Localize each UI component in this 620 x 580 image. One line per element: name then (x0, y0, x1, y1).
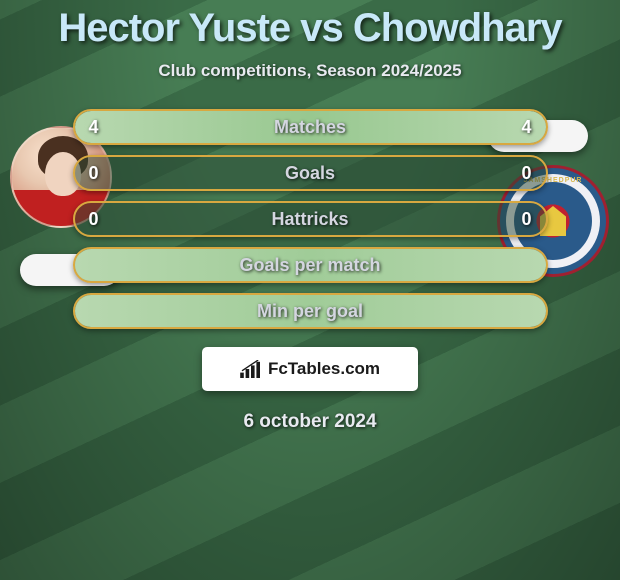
stat-value-right: 4 (521, 117, 531, 138)
stat-row: Min per goal (73, 293, 548, 329)
comparison-title: Hector Yuste vs Chowdhary (0, 0, 620, 51)
date-label: 6 october 2024 (0, 411, 620, 433)
stat-label: Matches (274, 117, 346, 138)
branding-card: FcTables.com (202, 347, 418, 391)
stat-row: 0 Hattricks 0 (73, 201, 548, 237)
stat-label: Goals (285, 163, 335, 184)
stat-row: Goals per match (73, 247, 548, 283)
stat-label: Hattricks (271, 209, 348, 230)
stat-row: 4 Matches 4 (73, 109, 548, 145)
stat-label: Goals per match (239, 255, 380, 276)
stat-value-right: 0 (521, 163, 531, 184)
stat-value-left: 0 (89, 163, 99, 184)
branding-text: FcTables.com (268, 359, 380, 379)
stat-value-left: 4 (89, 117, 99, 138)
main-content: Hector Yuste vs Chowdhary Club competiti… (0, 0, 620, 580)
stat-label: Min per goal (257, 301, 363, 322)
stat-value-right: 0 (521, 209, 531, 230)
chart-icon (240, 360, 262, 378)
stats-container: 4 Matches 4 0 Goals 0 0 Hattricks 0 Goals per mat… (73, 109, 548, 329)
stat-row: 0 Goals 0 (73, 155, 548, 191)
stat-value-left: 0 (89, 209, 99, 230)
season-subtitle: Club competitions, Season 2024/2025 (0, 61, 620, 81)
